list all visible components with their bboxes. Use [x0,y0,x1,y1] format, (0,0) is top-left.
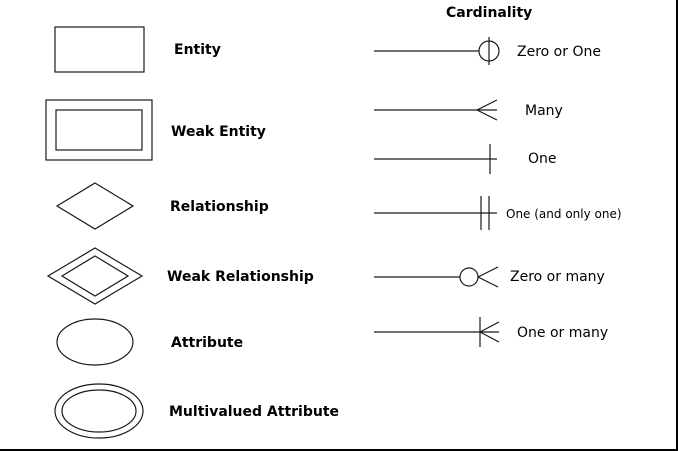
relationship-label: Relationship [170,199,269,215]
one-and-only-one-symbol [374,196,497,230]
zero-or-many-label: Zero or many [510,269,605,285]
cardinality-title: Cardinality [446,5,533,21]
one-or-many-symbol [374,317,500,347]
weak-entity-shape [45,99,153,161]
weak-entity-label: Weak Entity [171,124,266,140]
entity-label: Entity [174,42,221,58]
many-symbol [374,99,498,121]
entity-shape [54,26,145,73]
one-and-only-one-label: One (and only one) [506,207,622,221]
attribute-label: Attribute [171,335,244,351]
multivalued-attribute-label: Multivalued Attribute [169,404,340,420]
zero-or-many-symbol [374,266,499,288]
weak-relationship-label: Weak Relationship [167,269,314,285]
weak-relationship-shape [46,247,144,305]
relationship-shape [55,182,135,230]
zero-or-one-label: Zero or One [517,44,601,60]
attribute-shape [56,318,134,366]
many-label: Many [525,103,563,119]
one-label: One [528,151,557,167]
zero-or-one-symbol [374,37,500,65]
multivalued-attribute-shape [54,383,144,439]
one-or-many-label: One or many [517,325,609,341]
one-symbol [374,144,497,174]
